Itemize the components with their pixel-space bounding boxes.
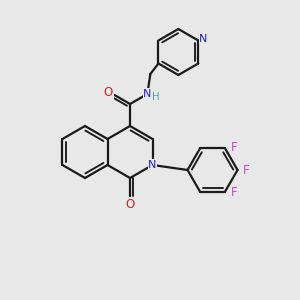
Text: N: N: [199, 34, 208, 44]
Text: F: F: [231, 186, 237, 199]
Text: N: N: [148, 160, 157, 170]
Text: O: O: [125, 197, 135, 211]
Text: O: O: [104, 85, 113, 98]
Text: H: H: [152, 92, 160, 102]
Text: N: N: [143, 89, 152, 99]
Text: F: F: [231, 141, 237, 154]
Text: F: F: [243, 164, 250, 176]
